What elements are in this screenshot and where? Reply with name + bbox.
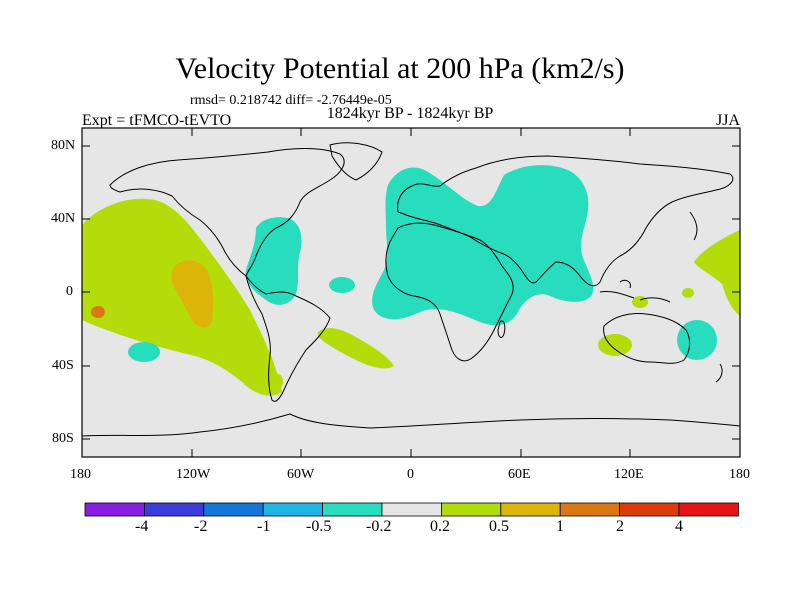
australia-positive-spot: [598, 334, 632, 356]
south-atlantic-positive: [318, 328, 394, 369]
lon-label-120e: 120E: [614, 467, 644, 482]
patagonia-positive-spot: [273, 374, 283, 390]
colorbar-label-neg02: -0.2: [366, 518, 392, 535]
colorbar-label-neg2: -2: [194, 518, 208, 535]
australia-coastline: [603, 313, 691, 364]
colorbar: [84, 502, 739, 517]
pacific-core-region: [171, 260, 214, 328]
colorbar-label-neg05: -0.5: [306, 518, 332, 535]
antarctica-coastline: [81, 413, 741, 437]
colorbar-box-8: [500, 502, 561, 517]
coastlines: [81, 142, 741, 437]
indonesia-coastline: [599, 279, 671, 303]
plot-title: Velocity Potential at 200 hPa (km2/s): [175, 52, 625, 85]
lat-label-80n: 80N: [51, 138, 76, 153]
colorbar-box-6: [381, 502, 442, 517]
axis-ticks: [82, 128, 740, 457]
japan-coastline: [689, 211, 698, 241]
colorbar-box-10: [619, 502, 680, 517]
greenland-coastline: [329, 142, 383, 181]
indonesia-positive-spot: [632, 296, 648, 308]
lon-label-0: 0: [407, 467, 414, 482]
eurasia-coastline: [397, 155, 734, 287]
lon-label-180-east: 180: [729, 467, 750, 482]
colorbar-label-02: 0.2: [430, 518, 450, 535]
colorbar-box-7: [440, 502, 502, 517]
madagascar-coastline: [497, 320, 506, 338]
colorbar-box-11: [678, 502, 739, 517]
colorbar-box-2: [143, 502, 205, 517]
eurasia-africa-negative: [372, 165, 594, 326]
experiment-label: Expt = tFMCO-tEVTO: [82, 112, 232, 129]
colorbar-label-neg1: -1: [257, 518, 271, 535]
colorbar-label-05: 0.5: [489, 518, 509, 535]
south-america-coastline: [245, 275, 331, 402]
lat-label-0: 0: [66, 284, 73, 299]
tasman-negative-spot: [677, 320, 717, 360]
lon-label-180-west: 180: [70, 467, 91, 482]
colorbar-box-4: [262, 502, 324, 517]
east-positive-lobe: [694, 230, 740, 316]
colorbar-label-neg4: -4: [135, 518, 149, 535]
colorbar-box-9: [559, 502, 621, 517]
dateline-orange-spot: [91, 306, 105, 318]
africa-coastline: [385, 222, 514, 362]
new-zealand-coastline: [715, 363, 723, 383]
colorbar-box-1: [84, 502, 145, 517]
south-pacific-negative-spot: [128, 342, 160, 362]
colorbar-box-5: [322, 502, 383, 517]
contour-fills: [82, 165, 740, 396]
pacific-small-positive: [682, 288, 694, 298]
rmsd-diff-stats: rmsd= 0.218742 diff= -2.76449e-05: [190, 93, 392, 108]
north-america-coastline: [109, 148, 345, 277]
colorbar-label-1: 1: [556, 518, 564, 535]
lat-label-40s: 40S: [52, 358, 74, 373]
colorbar-label-2: 2: [616, 518, 624, 535]
time-period-subtitle: 1824kyr BP - 1824kyr BP: [326, 105, 494, 122]
atlantic-negative-spot: [329, 277, 355, 293]
lon-label-60e: 60E: [508, 467, 531, 482]
americas-negative: [245, 217, 302, 305]
lat-label-80s: 80S: [52, 431, 74, 446]
season-label: JJA: [716, 112, 741, 129]
lat-label-40n: 40N: [51, 211, 76, 226]
lon-label-60w: 60W: [287, 467, 315, 482]
colorbar-label-4: 4: [675, 518, 683, 535]
colorbar-box-3: [203, 502, 264, 517]
lon-label-120w: 120W: [176, 467, 211, 482]
